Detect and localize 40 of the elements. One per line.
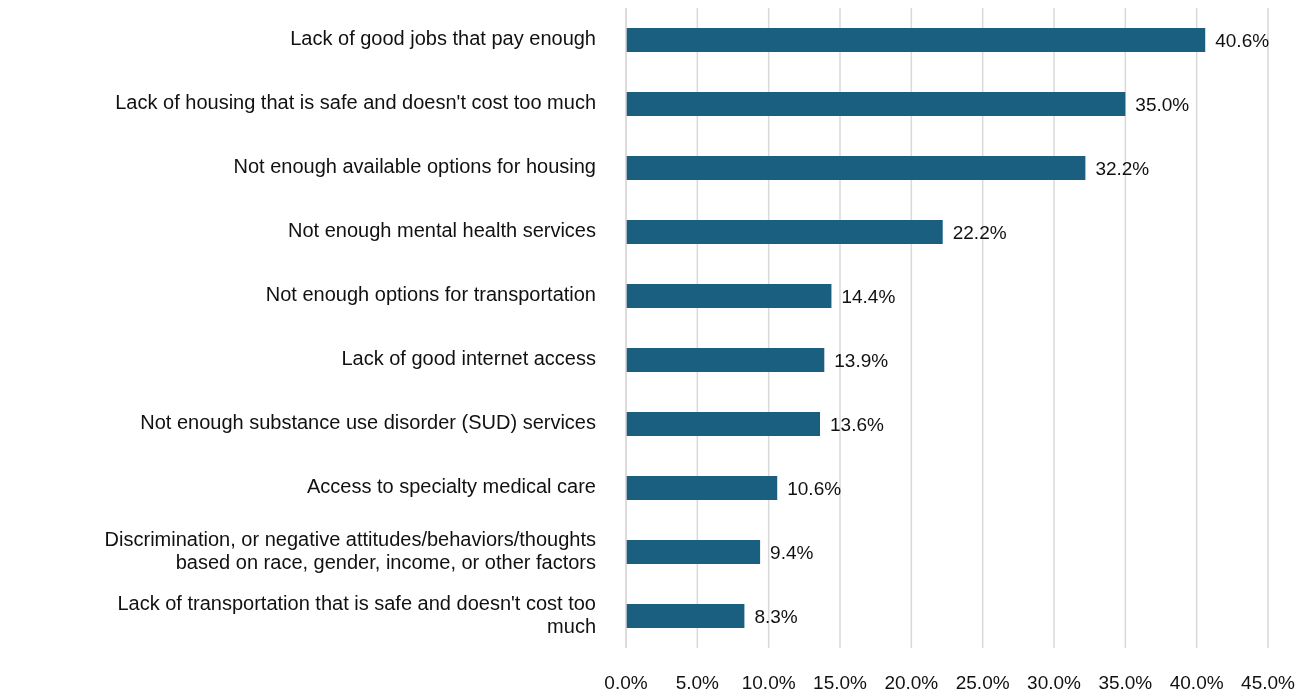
- bar: [626, 92, 1126, 116]
- bar: [626, 220, 943, 244]
- bar: [626, 348, 825, 372]
- data-label: 9.4%: [770, 541, 814, 563]
- data-label: 13.9%: [834, 349, 889, 371]
- data-label: 8.3%: [754, 605, 798, 627]
- x-tick-label: 35.0%: [1098, 672, 1153, 694]
- bar: [626, 604, 745, 628]
- bar: [626, 412, 821, 436]
- bar: [626, 540, 761, 564]
- x-tick-label: 45.0%: [1241, 672, 1296, 694]
- data-label: 32.2%: [1095, 157, 1150, 179]
- x-tick-label: 5.0%: [675, 672, 720, 694]
- y-tick-label: Access to specialty medical care: [306, 475, 596, 498]
- x-tick-label: 40.0%: [1169, 672, 1224, 694]
- data-label: 35.0%: [1135, 93, 1190, 115]
- y-tick-label: Not enough options for transportation: [265, 283, 596, 306]
- y-tick-label: Not enough mental health services: [288, 219, 596, 242]
- bar: [626, 28, 1206, 52]
- data-label: 10.6%: [787, 477, 842, 499]
- x-tick-label: 10.0%: [741, 672, 796, 694]
- y-tick-label: Not enough substance use disorder (SUD) services: [140, 411, 596, 434]
- y-tick-label: Lack of transportation that is safe and doesn't cost too much: [117, 591, 596, 637]
- data-label: 22.2%: [952, 221, 1007, 243]
- y-tick-label: Not enough available options for housing: [233, 155, 596, 178]
- x-tick-label: 30.0%: [1027, 672, 1082, 694]
- bar: [626, 476, 778, 500]
- data-label: 13.6%: [830, 413, 885, 435]
- x-tick-label: 20.0%: [884, 672, 939, 694]
- y-tick-label: Lack of good jobs that pay enough: [290, 27, 596, 50]
- y-tick-label: Discrimination, or negative attitudes/behaviors/thoughts based on race, gender, income, or other factors: [104, 527, 596, 573]
- data-label: 14.4%: [841, 285, 896, 307]
- bar: [626, 156, 1086, 180]
- data-label: 40.6%: [1215, 29, 1270, 51]
- x-tick-label: 0.0%: [604, 672, 648, 694]
- x-tick-label: 25.0%: [955, 672, 1010, 694]
- y-tick-label: Lack of good internet access: [341, 347, 596, 370]
- x-tick-label: 15.0%: [813, 672, 868, 694]
- y-tick-label: Lack of housing that is safe and doesn't cost too much: [115, 91, 596, 114]
- bar: [626, 284, 832, 308]
